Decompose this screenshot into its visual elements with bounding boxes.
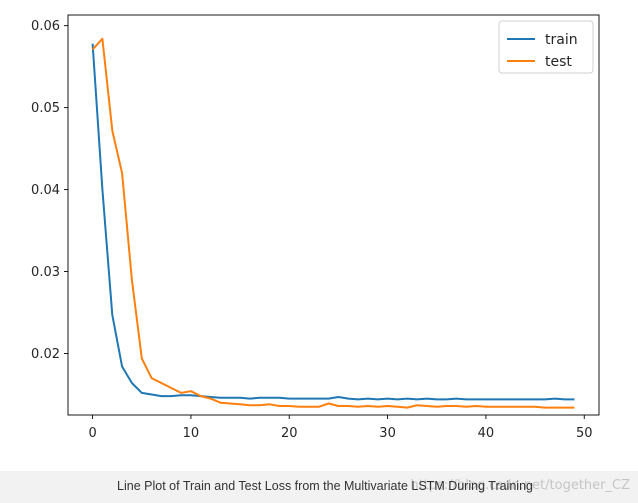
line-chart: 0.02 0.03 0.04 0.05 0.06 0 10 20 30 40 50 train te… <box>31 14 600 441</box>
x-tick-label: 0 <box>88 426 96 441</box>
legend-label-test: test <box>545 54 572 70</box>
series-line-train <box>91 43 575 401</box>
y-tick-label: 0.02 <box>31 347 60 362</box>
series-lines <box>91 37 575 409</box>
legend-label-train: train <box>545 32 578 48</box>
plot-frame <box>67 14 600 416</box>
y-tick-label: 0.05 <box>31 101 60 116</box>
x-tick-label: 50 <box>576 426 593 441</box>
x-tick-label: 30 <box>379 426 396 441</box>
figure-caption: Line Plot of Train and Test Loss from th… <box>117 479 533 493</box>
legend: train test <box>498 20 594 74</box>
watermark: https://blog.csdn.net/together_CZ <box>410 478 630 493</box>
series-line-test <box>91 37 575 409</box>
x-tick-label: 20 <box>281 426 298 441</box>
y-tick-label: 0.06 <box>31 19 60 34</box>
y-tick-label: 0.03 <box>31 265 60 280</box>
x-tick-label: 10 <box>183 426 200 441</box>
y-axis: 0.02 0.03 0.04 0.05 0.06 <box>31 19 68 362</box>
x-tick-label: 40 <box>478 426 495 441</box>
caption-bar: https://blog.csdn.net/together_CZ Line P… <box>0 471 638 503</box>
x-axis: 0 10 20 30 40 50 <box>88 415 593 441</box>
y-tick-label: 0.04 <box>31 183 60 198</box>
